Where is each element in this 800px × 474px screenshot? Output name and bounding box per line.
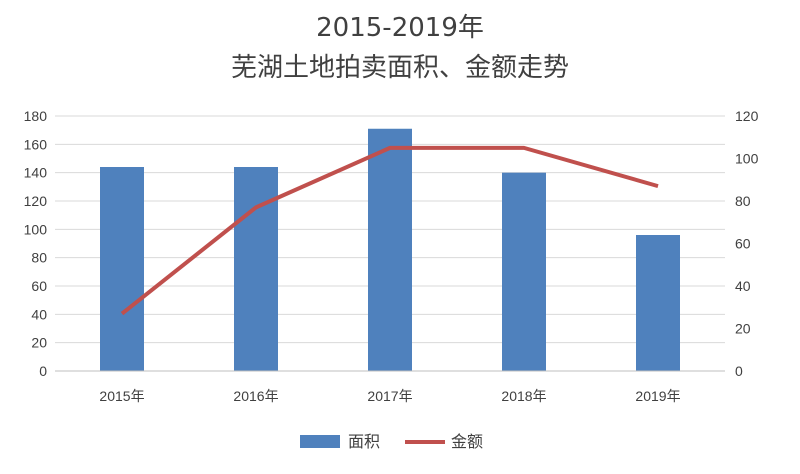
line-series-amount xyxy=(120,145,659,316)
legend-label-area: 面积 xyxy=(348,432,380,451)
bar xyxy=(636,235,680,371)
left-tick-label: 40 xyxy=(31,306,47,322)
bar xyxy=(234,167,278,371)
x-tick-label: 2019年 xyxy=(635,388,680,404)
left-tick-label: 120 xyxy=(24,193,48,209)
right-tick-label: 100 xyxy=(735,151,759,167)
right-tick-label: 40 xyxy=(735,278,751,294)
bar xyxy=(502,172,546,371)
bar xyxy=(100,167,144,371)
x-axis: 2015年 2016年 2017年 2018年 2019年 xyxy=(55,370,725,404)
right-tick-label: 60 xyxy=(735,236,751,252)
left-tick-label: 140 xyxy=(24,165,48,181)
legend: 面积 金额 xyxy=(300,432,483,451)
legend-label-amount: 金额 xyxy=(451,432,483,451)
left-tick-label: 80 xyxy=(31,250,47,266)
left-axis: 0 20 40 60 80 100 120 140 160 180 xyxy=(24,108,48,379)
x-tick-label: 2017年 xyxy=(367,388,412,404)
left-tick-label: 180 xyxy=(24,108,48,124)
right-tick-label: 120 xyxy=(735,108,759,124)
legend-swatch-area xyxy=(300,435,340,448)
bar-series-area xyxy=(100,128,680,371)
left-tick-label: 60 xyxy=(31,278,47,294)
x-tick-label: 2016年 xyxy=(233,388,278,404)
right-tick-label: 20 xyxy=(735,321,751,337)
chart-title-line1: 2015-2019年 xyxy=(316,13,484,43)
chart-title-line2: 芜湖土地拍卖面积、金额走势 xyxy=(231,53,569,83)
x-tick-label: 2018年 xyxy=(501,388,546,404)
left-tick-label: 100 xyxy=(24,221,48,237)
left-tick-label: 160 xyxy=(24,136,48,152)
bar xyxy=(368,128,412,371)
right-tick-label: 0 xyxy=(735,363,743,379)
x-tick-label: 2015年 xyxy=(99,388,144,404)
left-tick-label: 20 xyxy=(31,335,47,351)
left-tick-label: 0 xyxy=(39,363,47,379)
right-tick-label: 80 xyxy=(735,193,751,209)
right-axis: 0 20 40 60 80 100 120 xyxy=(735,108,759,379)
